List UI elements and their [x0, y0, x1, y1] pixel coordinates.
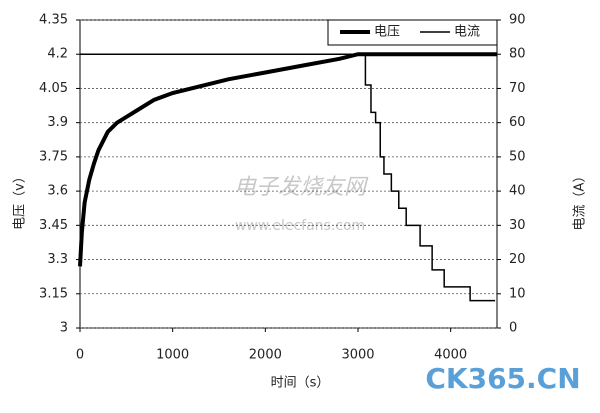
- x-axis-title: 时间（s）: [271, 376, 330, 391]
- y2-tick-label: 0: [509, 321, 517, 336]
- y-tick-label: 3.45: [39, 218, 68, 233]
- y2-tick-label: 70: [509, 81, 526, 96]
- x-tick-label: 1000: [156, 348, 189, 363]
- y-tick-label: 3.6: [47, 184, 68, 199]
- y2-tick-label: 40: [509, 184, 526, 199]
- x-tick-label: 3000: [341, 348, 374, 363]
- y-tick-label: 3.3: [47, 252, 68, 267]
- y2-tick-label: 50: [509, 149, 526, 164]
- x-tick-label: 2000: [249, 348, 282, 363]
- y2-axis-title: 电流（A）: [573, 170, 588, 231]
- y2-tick-label: 30: [509, 218, 526, 233]
- watermark: www.elecfans.com: [235, 218, 365, 234]
- y-tick-label: 4.35: [39, 13, 68, 28]
- y2-tick-label: 10: [509, 286, 526, 301]
- y2-tick-label: 90: [509, 13, 526, 28]
- watermark: CK365.CN: [425, 362, 580, 395]
- legend-label: 电流: [454, 25, 480, 40]
- y-tick-label: 4.2: [47, 47, 68, 62]
- watermark: 电子发烧友网: [234, 175, 369, 200]
- legend-label: 电压: [374, 25, 400, 40]
- y2-tick-label: 80: [509, 47, 526, 62]
- y-tick-label: 3.9: [47, 115, 68, 130]
- x-tick-label: 4000: [434, 348, 467, 363]
- series-line: [80, 53, 496, 302]
- y-tick-label: 4.05: [39, 81, 68, 96]
- y2-tick-label: 60: [509, 115, 526, 130]
- series-line: [78, 52, 497, 267]
- y-tick-label: 3.15: [39, 286, 68, 301]
- y-tick-label: 3.75: [39, 149, 68, 164]
- x-tick-label: 0: [76, 348, 84, 363]
- y-axis-title: 电压（v）: [13, 170, 28, 230]
- y2-tick-label: 20: [509, 252, 526, 267]
- y-tick-label: 3: [60, 321, 68, 336]
